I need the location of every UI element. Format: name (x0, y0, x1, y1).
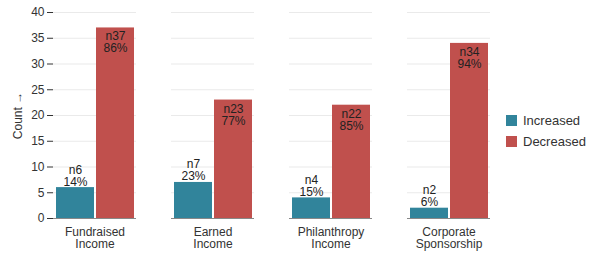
svg-text:30: 30 (31, 57, 45, 71)
svg-text:25: 25 (31, 83, 45, 97)
svg-text:35: 35 (31, 31, 45, 45)
svg-text:15: 15 (31, 134, 45, 148)
svg-text:n415%: n415% (299, 173, 323, 199)
svg-text:40: 40 (31, 5, 45, 19)
svg-text:Count →: Count → (11, 92, 25, 139)
svg-text:PhilanthropyIncome: PhilanthropyIncome (298, 225, 365, 251)
svg-text:n2285%: n2285% (339, 107, 363, 133)
svg-text:20: 20 (31, 108, 45, 122)
html-text:Decreased: Decreased (523, 134, 586, 149)
svg-text:n723%: n723% (181, 157, 205, 183)
svg-text:n2377%: n2377% (221, 102, 245, 128)
svg-text:n3494%: n3494% (457, 45, 481, 71)
svg-text:5: 5 (38, 186, 45, 200)
svg-text:n614%: n614% (63, 163, 87, 189)
html-text:Increased: Increased (523, 113, 581, 128)
svg-text:n26%: n26% (421, 183, 439, 209)
svg-text:0: 0 (38, 211, 45, 225)
svg-text:FundraisedIncome: FundraisedIncome (65, 225, 125, 251)
svg-text:CorporateSponsorship: CorporateSponsorship (416, 225, 483, 251)
svg-text:EarnedIncome: EarnedIncome (193, 225, 233, 251)
svg-text:10: 10 (31, 160, 45, 174)
svg-text:n3786%: n3786% (103, 29, 127, 55)
